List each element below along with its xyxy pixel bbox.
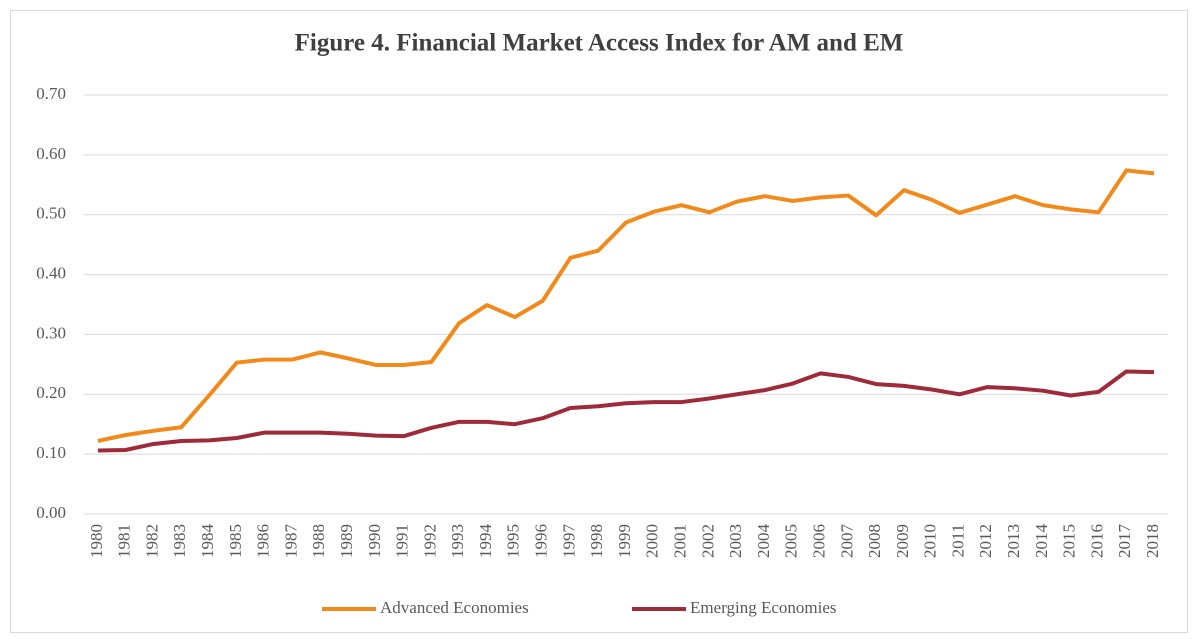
x-tick-label: 1997: [559, 524, 578, 559]
x-tick-label: 2014: [1032, 524, 1051, 559]
x-tick-label: 2008: [865, 524, 884, 558]
series-line: [97, 168, 1155, 443]
legend-label: Advanced Economies: [380, 598, 529, 617]
x-tick-label: 2013: [1004, 524, 1023, 558]
x-tick-label: 1985: [226, 524, 245, 558]
y-tick-label: 0.40: [36, 263, 66, 282]
x-tick-label: 1992: [420, 524, 439, 558]
y-tick-label: 0.00: [36, 503, 66, 522]
series-line: [97, 369, 1155, 453]
y-tick-label: 0.50: [36, 204, 66, 223]
x-tick-label: 2015: [1060, 524, 1079, 558]
x-tick-label: 1982: [142, 524, 161, 558]
chart-title: Figure 4. Financial Market Access Index …: [295, 30, 904, 57]
x-tick-label: 1995: [504, 524, 523, 558]
x-tick-label: 2009: [893, 524, 912, 558]
x-tick-label: 2001: [670, 524, 689, 558]
x-tick-label: 1991: [393, 524, 412, 558]
x-tick-label: 1986: [254, 524, 273, 558]
x-tick-label: 2006: [809, 524, 828, 558]
y-tick-label: 0.30: [36, 323, 66, 342]
x-tick-label: 1988: [309, 524, 328, 558]
x-tick-label: 2017: [1115, 524, 1134, 559]
x-tick-label: 1999: [615, 524, 634, 558]
x-tick-label: 1987: [281, 524, 300, 559]
x-tick-label: 2012: [976, 524, 995, 558]
x-tick-label: 1990: [365, 524, 384, 558]
x-tick-label: 2004: [754, 524, 773, 559]
x-tick-label: 2003: [726, 524, 745, 558]
y-tick-label: 0.10: [36, 443, 66, 462]
x-tick-label: 1989: [337, 524, 356, 558]
x-tick-label: 2016: [1087, 524, 1106, 558]
x-tick-label: 2002: [698, 524, 717, 558]
x-tick-label: 1996: [532, 524, 551, 558]
x-tick-label: 1994: [476, 524, 495, 559]
x-tick-label: 2011: [948, 524, 967, 557]
x-tick-label: 1983: [170, 524, 189, 558]
x-tick-label: 2010: [921, 524, 940, 558]
x-tick-label: 1984: [198, 524, 217, 559]
x-tick-label: 1980: [87, 524, 106, 558]
y-tick-label: 0.60: [36, 144, 66, 163]
x-tick-label: 2005: [782, 524, 801, 558]
x-tick-label: 1981: [115, 524, 134, 558]
x-tick-label: 2007: [837, 524, 856, 559]
y-tick-label: 0.20: [36, 383, 66, 402]
legend-label: Emerging Economies: [690, 598, 837, 617]
y-tick-label: 0.70: [36, 84, 66, 103]
x-tick-label: 2018: [1143, 524, 1162, 558]
x-tick-label: 1998: [587, 524, 606, 558]
x-tick-label: 2000: [643, 524, 662, 558]
x-tick-label: 1993: [448, 524, 467, 558]
chart-border: [10, 10, 1188, 633]
